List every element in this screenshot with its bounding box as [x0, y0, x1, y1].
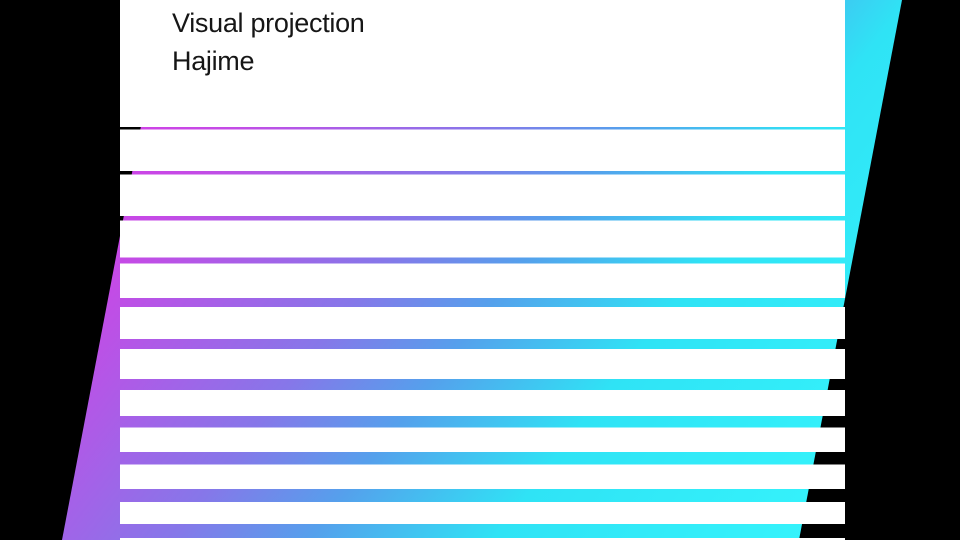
subtitle-hajime: Hajime — [172, 46, 255, 76]
projection-bar — [120, 171, 853, 175]
projection-bar — [120, 416, 853, 428]
projection-bar — [120, 452, 853, 465]
projection-bar — [120, 216, 853, 221]
projection-bar — [120, 127, 853, 130]
projection-bar — [120, 257, 853, 264]
title-visual-projection: Visual projection — [172, 8, 365, 38]
projection-bar — [120, 298, 853, 307]
projection-bar — [120, 524, 853, 538]
bar-gradient-layer — [120, 127, 853, 538]
screen-panel — [120, 0, 845, 540]
projection-bar — [120, 339, 853, 349]
projection-bar — [120, 379, 853, 390]
projection-bar — [120, 489, 853, 502]
